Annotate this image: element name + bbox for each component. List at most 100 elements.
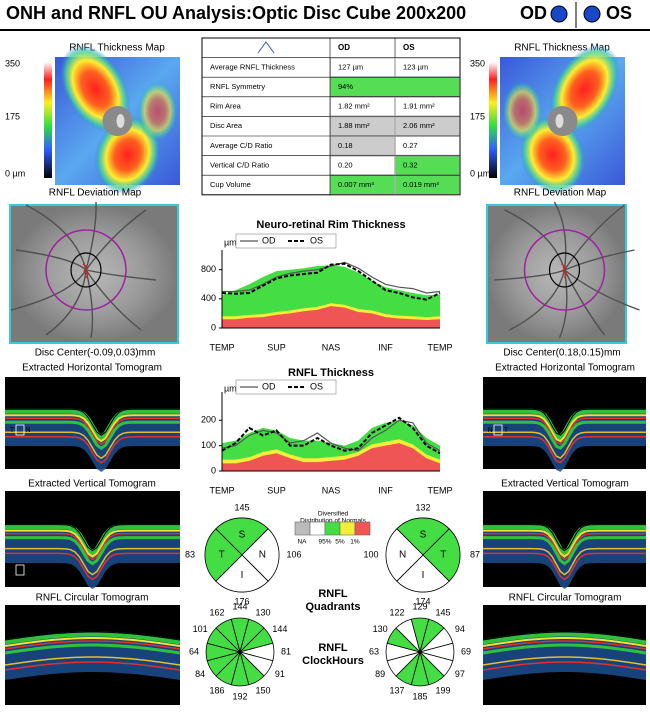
disc-center: Disc Center(0.18,0.15)mm — [503, 348, 620, 359]
vessel — [85, 269, 142, 331]
cell-value: 0.007 mm³ — [338, 180, 374, 189]
quadrant-value: 174 — [415, 596, 430, 606]
tomogram-label: Extracted Vertical Tomogram — [501, 479, 629, 490]
retina-band — [483, 414, 646, 443]
quadrant-letter: T — [219, 550, 225, 561]
legend-label: NA — [297, 539, 307, 546]
retina-band — [4, 637, 181, 647]
quadrant-letter: N — [259, 550, 266, 561]
legend-color — [324, 521, 341, 536]
retina-band — [5, 431, 180, 460]
series-line — [221, 262, 441, 301]
tomogram-label: RNFL Circular Tomogram — [509, 593, 622, 604]
section-title: RNFL — [318, 588, 348, 600]
normal-band — [222, 306, 440, 328]
os-icon — [583, 5, 601, 23]
retina-band — [5, 420, 180, 451]
quadrant-sector — [385, 528, 424, 582]
section-title: RNFL — [318, 642, 348, 654]
clock-value: 91 — [275, 669, 285, 679]
retina-band — [4, 656, 181, 666]
quadrant-sector — [204, 528, 243, 582]
clock-value: 94 — [455, 624, 465, 634]
y-tick-label: 800 — [201, 264, 216, 274]
retina-band — [5, 547, 180, 576]
table-cell — [395, 116, 460, 136]
clock-value: 101 — [193, 624, 208, 634]
clock-value: 130 — [373, 624, 388, 634]
optic-cup — [116, 114, 125, 128]
orientation-mark: T — [10, 567, 15, 574]
retina-band — [483, 552, 646, 581]
cell-value: 0.32 — [403, 160, 418, 169]
cell-value: 0.27 — [403, 141, 418, 150]
table-cell — [395, 175, 460, 195]
table-cell — [330, 116, 395, 136]
scale-label: 350 — [470, 58, 485, 68]
clock-sector — [215, 618, 241, 654]
disc-center: Disc Center(-0.09,0.03)mm — [35, 348, 156, 359]
cell-value: 123 µm — [403, 62, 428, 71]
legend-box — [235, 233, 337, 249]
quadrant-sector — [241, 528, 280, 582]
section-title: ClockHours — [302, 655, 364, 667]
retina-band — [5, 417, 180, 446]
table-cell — [330, 136, 395, 156]
retina-band — [4, 661, 181, 671]
retina-band — [482, 661, 647, 671]
vessel — [563, 204, 625, 271]
x-tick-label: TEMP — [427, 485, 452, 495]
row-label: RNFL Symmetry — [210, 82, 265, 91]
retina-band — [483, 436, 646, 464]
retina-band — [483, 420, 646, 450]
cell-value: 0.019 mm³ — [403, 180, 439, 189]
color-scale — [489, 62, 497, 178]
map-blob — [137, 81, 178, 141]
legend-title: Diversified — [318, 511, 349, 518]
normal-band — [222, 443, 440, 471]
row-label: Vertical C/D Ratio — [210, 160, 269, 169]
orientation-mark: N — [25, 567, 30, 574]
y-tick-label: 400 — [201, 293, 216, 303]
cup-margin — [561, 263, 568, 279]
series-line — [222, 261, 441, 294]
clock-value: 185 — [412, 691, 427, 701]
retina-band — [483, 532, 646, 561]
map-blob — [502, 81, 543, 141]
x-tick-label: TEMP — [209, 342, 234, 352]
quadrant-value: 132 — [415, 502, 430, 512]
scan-circle — [45, 229, 127, 311]
cell-value: 1.91 mm² — [403, 102, 435, 111]
retina-band — [482, 643, 647, 655]
clock-value: 130 — [255, 607, 270, 617]
clock-value: 122 — [389, 607, 404, 617]
quadrant-value: 106 — [286, 549, 301, 559]
cell-value: 0.20 — [338, 160, 353, 169]
table-cell — [395, 136, 460, 156]
table-cell — [330, 97, 395, 117]
retina-band — [5, 524, 180, 556]
y-tick-label: 0 — [211, 465, 216, 475]
retina-band — [482, 631, 647, 645]
vessel — [564, 249, 635, 271]
vessel — [25, 204, 87, 271]
orientation-mark: T — [10, 427, 15, 434]
quadrant-sector — [422, 528, 461, 582]
vessel — [85, 269, 94, 339]
legend-box — [235, 379, 337, 395]
legend-label: 95% — [318, 539, 331, 546]
orientation-box — [15, 424, 25, 436]
report-title: ONH and RNFL OU Analysis:Optic Disc Cube… — [6, 3, 466, 23]
legend-color — [354, 521, 371, 536]
map-blob — [94, 115, 161, 195]
quadrant-sector — [215, 554, 269, 593]
clock-sector — [395, 618, 421, 654]
legend-color — [294, 521, 311, 536]
cell-value: 1.88 mm² — [338, 121, 370, 130]
map-label: RNFL Deviation Map — [514, 188, 607, 199]
orientation-mark: N — [25, 427, 30, 434]
clock-value: 192 — [232, 691, 247, 701]
clock-value: 145 — [435, 607, 450, 617]
